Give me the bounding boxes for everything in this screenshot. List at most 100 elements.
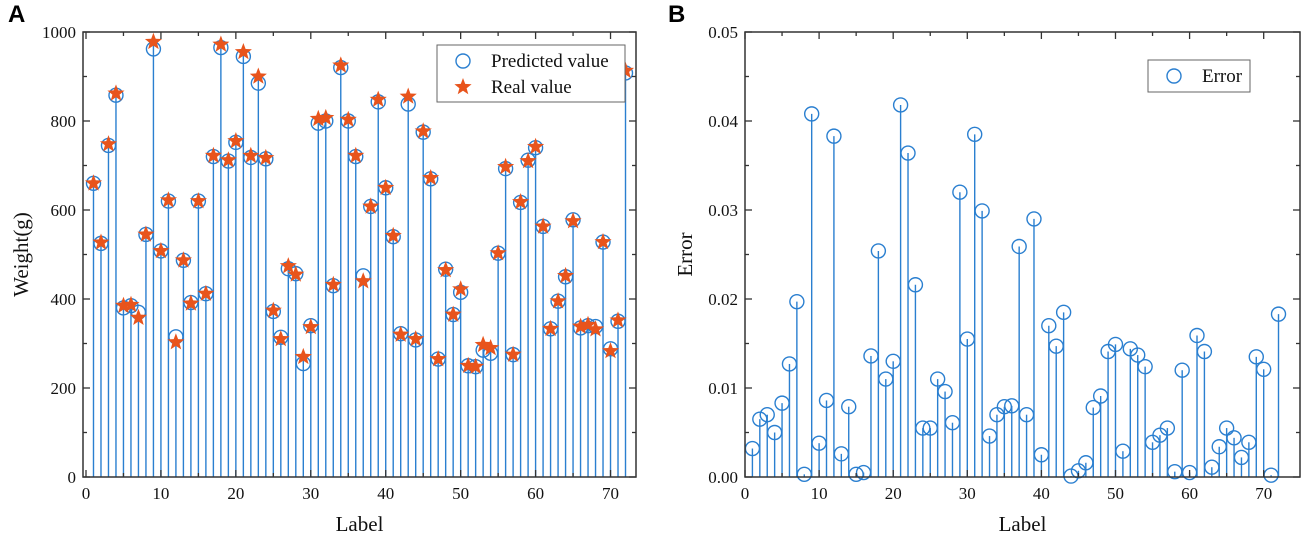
point-error bbox=[759, 407, 775, 423]
x-tick-label: 70 bbox=[602, 484, 619, 503]
x-tick-label: 0 bbox=[741, 484, 750, 503]
y-tick-label: 0 bbox=[68, 468, 77, 487]
point-error bbox=[952, 184, 968, 200]
legend-label: Error bbox=[1202, 66, 1243, 87]
point-error bbox=[1255, 361, 1272, 378]
x-tick-label: 20 bbox=[227, 484, 244, 503]
point-error bbox=[981, 428, 998, 444]
point-error bbox=[959, 331, 975, 347]
point-real-value bbox=[594, 233, 612, 250]
point-real-value bbox=[137, 225, 155, 242]
point-error bbox=[1218, 420, 1235, 436]
legend: Predicted value Real value bbox=[436, 44, 626, 103]
panel-label: B bbox=[668, 1, 685, 28]
point-error bbox=[1055, 304, 1072, 321]
x-tick-label: 40 bbox=[1033, 484, 1050, 503]
point-error bbox=[892, 97, 909, 113]
y-tick-label: 200 bbox=[51, 379, 77, 398]
point-real-value bbox=[272, 330, 290, 347]
point-error bbox=[744, 440, 761, 457]
point-real-value bbox=[159, 191, 177, 208]
x-tick-label: 50 bbox=[1107, 484, 1124, 503]
point-real-value bbox=[557, 266, 575, 284]
point-error bbox=[848, 466, 864, 483]
x-tick-label: 40 bbox=[377, 484, 394, 503]
point-error bbox=[1085, 399, 1101, 416]
point-error bbox=[1092, 388, 1109, 404]
point-real-value bbox=[167, 333, 185, 350]
point-error bbox=[929, 371, 946, 387]
point-error bbox=[774, 395, 790, 411]
point-real-value bbox=[369, 90, 387, 107]
point-error bbox=[1233, 449, 1250, 466]
x-tick-label: 60 bbox=[527, 484, 544, 503]
point-error bbox=[1004, 398, 1020, 414]
point-real-value bbox=[497, 157, 515, 175]
point-real-value bbox=[264, 301, 282, 318]
point-error bbox=[1174, 362, 1190, 378]
point-real-value bbox=[564, 212, 582, 229]
point-real-value bbox=[549, 292, 567, 309]
point-real-value bbox=[602, 342, 620, 359]
y-tick-label: 0.04 bbox=[708, 112, 738, 131]
point-real-value bbox=[114, 296, 132, 313]
point-error bbox=[1011, 238, 1027, 255]
legend-circle-icon bbox=[1166, 68, 1182, 84]
legend-label: Real value bbox=[491, 77, 572, 98]
point-error bbox=[1078, 455, 1094, 471]
point-error bbox=[752, 411, 768, 427]
point-real-value bbox=[287, 265, 305, 282]
point-real-value bbox=[452, 280, 470, 297]
point-real-value bbox=[324, 275, 342, 292]
x-tick-label: 60 bbox=[1181, 484, 1198, 503]
point-real-value bbox=[392, 325, 410, 342]
point-real-value bbox=[174, 251, 192, 268]
point-real-value bbox=[437, 261, 455, 278]
point-real-value bbox=[542, 319, 560, 337]
y-tick-label: 0.02 bbox=[708, 290, 738, 309]
point-real-value bbox=[429, 350, 447, 367]
point-real-value bbox=[512, 193, 530, 210]
point-error bbox=[1181, 464, 1198, 481]
x-tick-label: 0 bbox=[82, 484, 91, 503]
x-tick-label: 70 bbox=[1255, 484, 1272, 503]
panel-b: B 0 10 20 30 40 50 60 70 0.00 0.01 0.02 0.03 0.04 0.05… bbox=[668, 1, 1301, 536]
panel-a: A 0 10 20 30 40 50 60 70 0 200 400 600 800 1000 Label We… bbox=[8, 1, 637, 536]
y-tick-label: 800 bbox=[51, 112, 77, 131]
point-error bbox=[944, 415, 961, 431]
point-real-value bbox=[459, 356, 477, 373]
point-real-value bbox=[294, 347, 312, 365]
point-real-value bbox=[144, 32, 162, 50]
point-real-value bbox=[339, 110, 357, 127]
point-error bbox=[781, 356, 798, 372]
point-error bbox=[1204, 459, 1220, 475]
point-real-value bbox=[414, 122, 432, 139]
point-error bbox=[1107, 336, 1124, 353]
point-error bbox=[1159, 420, 1176, 436]
y-tick-label: 0.00 bbox=[708, 468, 738, 487]
point-real-value bbox=[444, 305, 462, 322]
point-real-value bbox=[99, 135, 117, 152]
point-error bbox=[1226, 430, 1242, 446]
point-error bbox=[1033, 447, 1050, 463]
point-real-value bbox=[504, 345, 522, 362]
point-real-value bbox=[152, 241, 170, 259]
point-real-value bbox=[212, 35, 230, 52]
point-error bbox=[1041, 318, 1057, 334]
point-real-value bbox=[92, 233, 110, 250]
point-real-value bbox=[182, 294, 200, 311]
x-tick-label: 30 bbox=[959, 484, 976, 503]
legend-box bbox=[1147, 59, 1251, 93]
panel-label: A bbox=[8, 1, 25, 28]
point-real-value bbox=[189, 192, 207, 209]
point-error bbox=[885, 353, 901, 369]
point-error bbox=[1241, 434, 1257, 450]
point-error bbox=[789, 293, 805, 310]
y-tick-label: 0.05 bbox=[708, 23, 738, 42]
y-axis-title: Error bbox=[673, 232, 697, 276]
y-tick-label: 600 bbox=[51, 201, 77, 220]
point-error bbox=[818, 392, 835, 409]
point-real-value bbox=[354, 272, 372, 289]
point-real-value bbox=[129, 308, 147, 325]
point-error bbox=[1211, 439, 1227, 455]
